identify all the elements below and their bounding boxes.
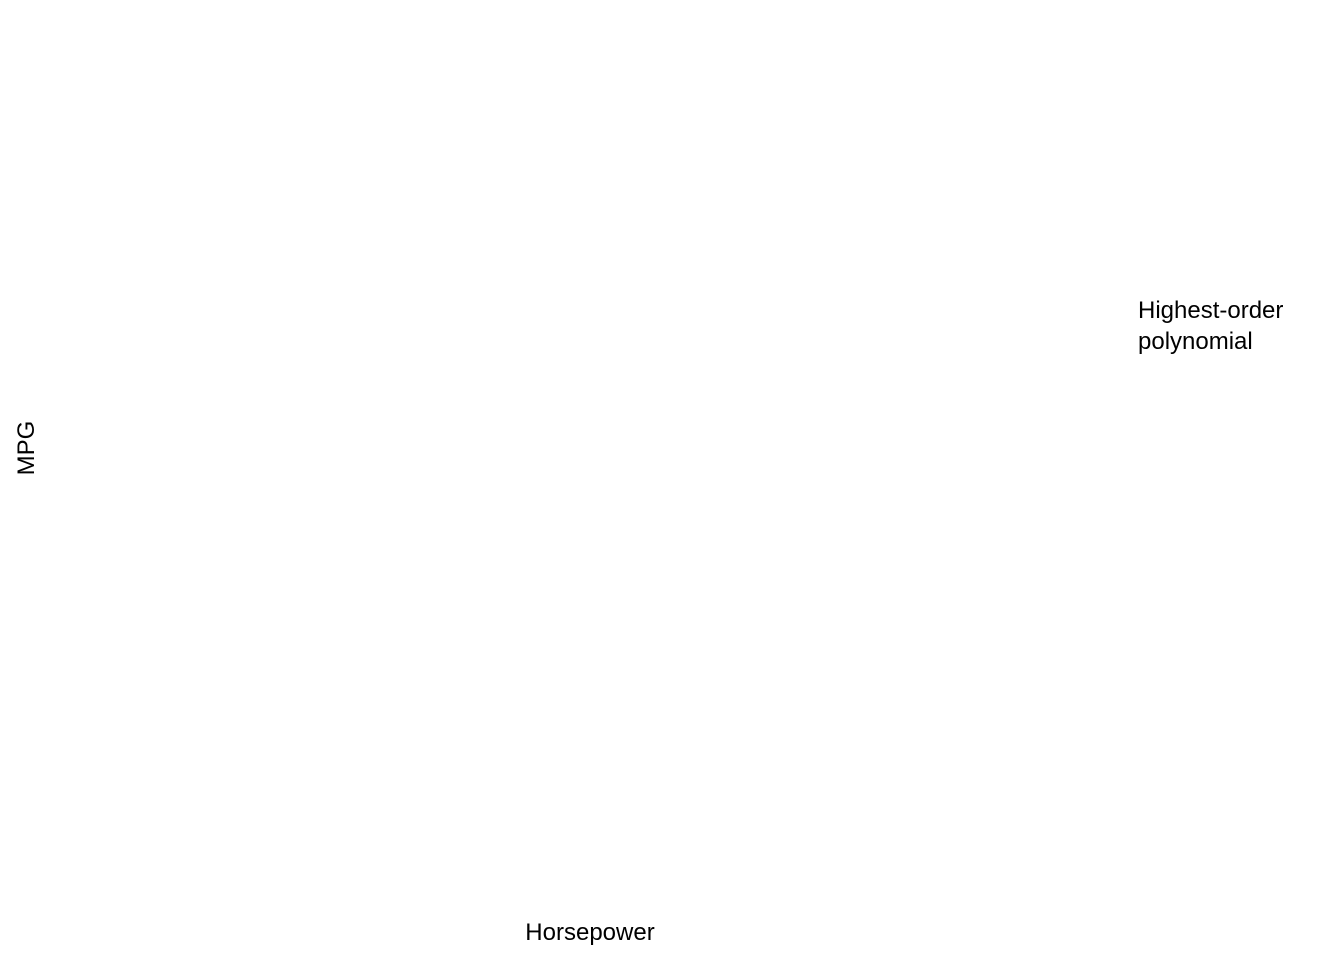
legend-title: Highest-order — [1138, 297, 1283, 324]
y-axis-title: MPG — [13, 421, 40, 476]
x-axis-title: Horsepower — [525, 919, 654, 946]
legend-title: polynomial — [1138, 328, 1253, 355]
